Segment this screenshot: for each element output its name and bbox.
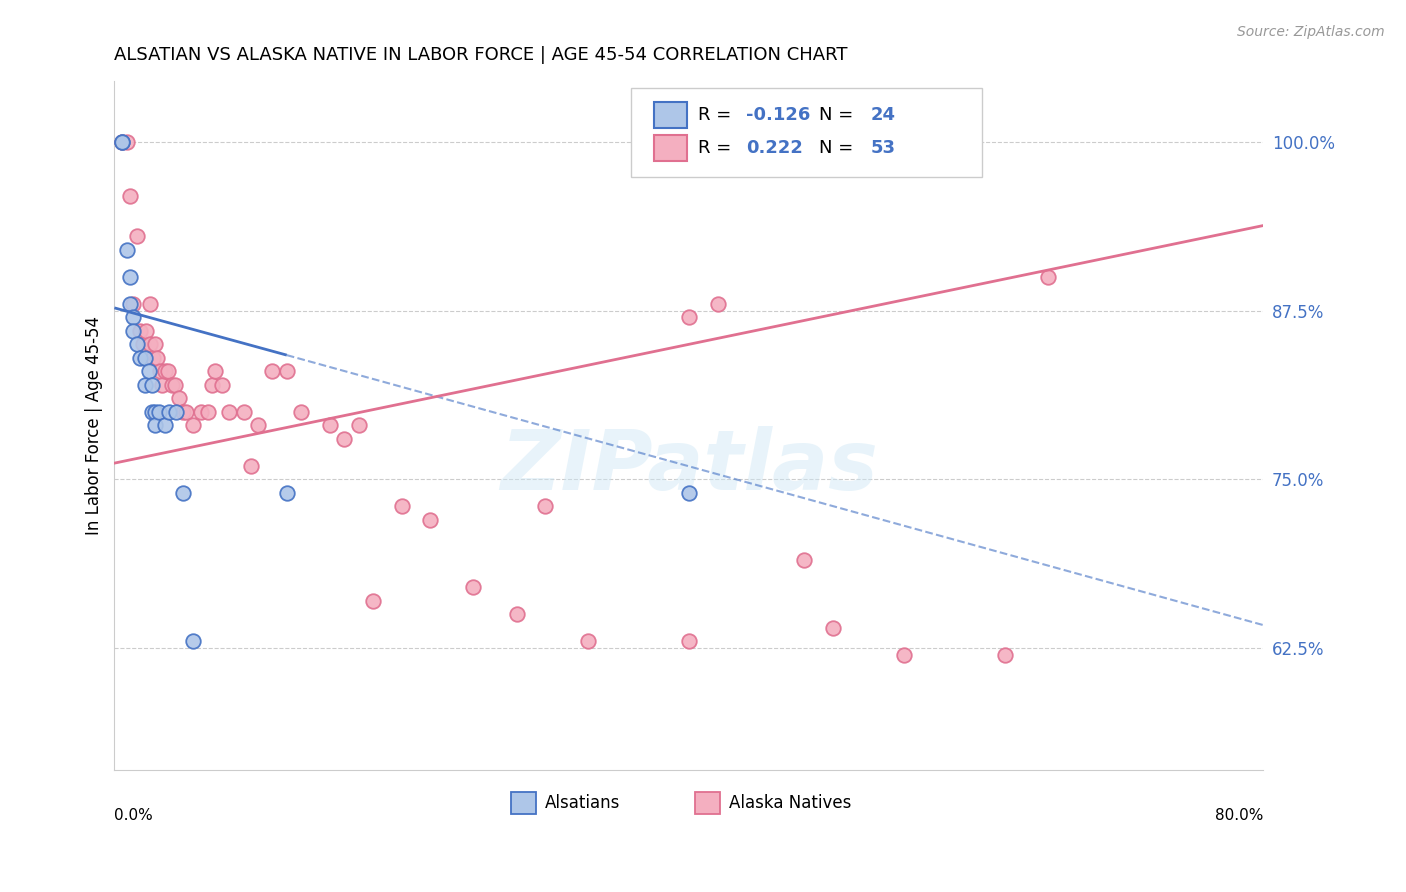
Point	[153, 364, 176, 378]
Point	[134, 351, 156, 365]
Point	[127, 229, 149, 244]
Point	[117, 243, 139, 257]
Point	[319, 418, 342, 433]
Text: R =: R =	[699, 139, 742, 157]
Point	[134, 377, 156, 392]
Point	[110, 135, 132, 149]
Point	[160, 377, 183, 392]
Point	[139, 297, 162, 311]
Point	[153, 418, 176, 433]
Point	[361, 594, 384, 608]
Text: N =: N =	[818, 106, 859, 124]
Point	[120, 297, 142, 311]
Text: 53: 53	[870, 139, 896, 157]
Text: ZIPatlas: ZIPatlas	[501, 426, 877, 508]
Point	[132, 337, 155, 351]
Point	[143, 418, 166, 433]
FancyBboxPatch shape	[654, 102, 686, 128]
Text: N =: N =	[818, 139, 859, 157]
Point	[129, 351, 152, 365]
Point	[276, 485, 298, 500]
Point	[156, 364, 179, 378]
Point	[172, 405, 194, 419]
Point	[706, 297, 728, 311]
Point	[122, 324, 145, 338]
Text: -0.126: -0.126	[747, 106, 811, 124]
Point	[127, 337, 149, 351]
Point	[143, 405, 166, 419]
Point	[419, 513, 441, 527]
Point	[678, 485, 700, 500]
Point	[232, 405, 254, 419]
Point	[994, 648, 1017, 662]
Point	[165, 405, 187, 419]
Point	[197, 405, 219, 419]
Text: 24: 24	[870, 106, 896, 124]
Point	[141, 377, 163, 392]
Text: Alsatians: Alsatians	[546, 794, 620, 812]
Point	[201, 377, 224, 392]
Point	[129, 324, 152, 338]
Point	[290, 405, 312, 419]
Point	[347, 418, 370, 433]
Point	[893, 648, 915, 662]
Point	[157, 405, 180, 419]
Text: 0.222: 0.222	[747, 139, 803, 157]
Point	[174, 405, 197, 419]
FancyBboxPatch shape	[631, 88, 981, 178]
Point	[142, 351, 165, 365]
Point	[678, 310, 700, 325]
Point	[110, 135, 132, 149]
FancyBboxPatch shape	[654, 135, 686, 161]
Point	[163, 377, 186, 392]
Point	[122, 310, 145, 325]
Point	[218, 405, 240, 419]
Point	[141, 405, 163, 419]
Bar	[695, 791, 720, 814]
Point	[167, 392, 190, 406]
Point	[821, 621, 844, 635]
Point	[276, 364, 298, 378]
Text: Alaska Natives: Alaska Natives	[730, 794, 852, 812]
Text: 0.0%: 0.0%	[114, 808, 153, 823]
Point	[139, 337, 162, 351]
Point	[172, 485, 194, 500]
Point	[143, 337, 166, 351]
Point	[150, 377, 173, 392]
Point	[463, 580, 485, 594]
Point	[247, 418, 270, 433]
Text: 80.0%: 80.0%	[1215, 808, 1264, 823]
Text: Source: ZipAtlas.com: Source: ZipAtlas.com	[1237, 25, 1385, 39]
Point	[391, 500, 413, 514]
Bar	[510, 791, 536, 814]
Point	[146, 351, 169, 365]
Point	[204, 364, 226, 378]
Point	[183, 634, 205, 648]
Y-axis label: In Labor Force | Age 45-54: In Labor Force | Age 45-54	[86, 316, 103, 535]
Point	[678, 634, 700, 648]
Point	[120, 269, 142, 284]
Point	[262, 364, 284, 378]
Point	[135, 324, 157, 338]
Point	[122, 297, 145, 311]
Text: R =: R =	[699, 106, 737, 124]
Point	[120, 189, 142, 203]
Point	[110, 135, 132, 149]
Point	[534, 500, 557, 514]
Point	[505, 607, 527, 622]
Point	[211, 377, 233, 392]
Point	[148, 405, 170, 419]
Point	[190, 405, 212, 419]
Point	[793, 553, 815, 567]
Point	[333, 432, 356, 446]
Point	[183, 418, 205, 433]
Point	[117, 135, 139, 149]
Text: ALSATIAN VS ALASKA NATIVE IN LABOR FORCE | AGE 45-54 CORRELATION CHART: ALSATIAN VS ALASKA NATIVE IN LABOR FORCE…	[114, 46, 848, 64]
Point	[239, 458, 262, 473]
Point	[138, 364, 160, 378]
Point	[576, 634, 599, 648]
Point	[1036, 269, 1059, 284]
Point	[149, 364, 172, 378]
